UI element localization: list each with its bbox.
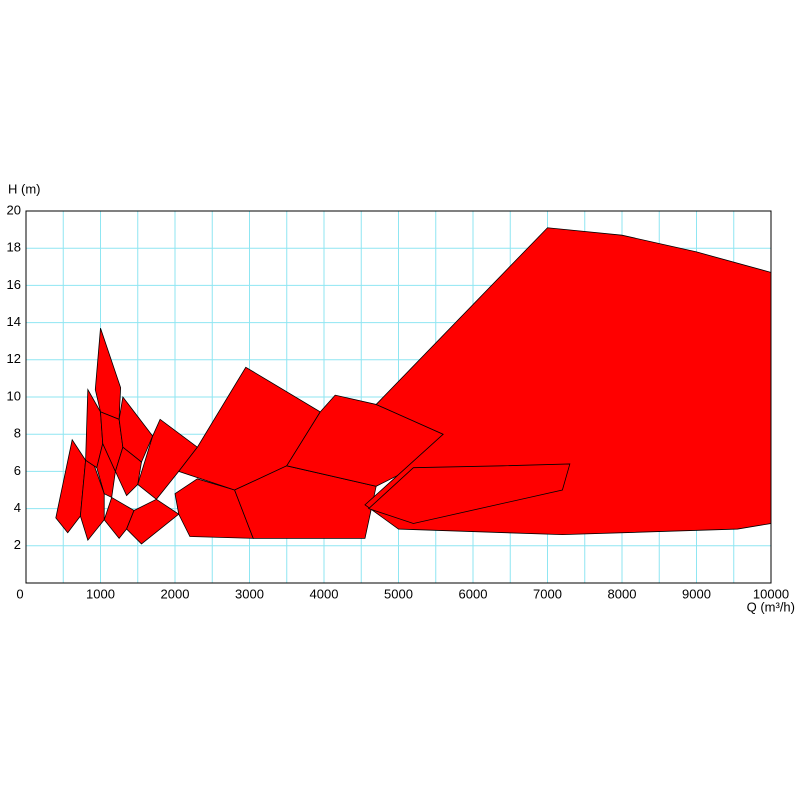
- y-tick-label: 12: [7, 351, 21, 366]
- coverage-region: [234, 465, 377, 539]
- coverage-region: [367, 463, 571, 524]
- y-tick-label: 2: [14, 537, 21, 552]
- y-axis-label: H (m): [8, 181, 41, 196]
- x-tick-label: 5000: [384, 586, 413, 601]
- coverage-region: [364, 227, 772, 536]
- y-tick-label: 10: [7, 388, 21, 403]
- y-tick-label: 6: [14, 463, 21, 478]
- coverage-region: [114, 446, 142, 497]
- x-tick-label: 8000: [608, 586, 637, 601]
- x-tick-label: 10000: [753, 586, 789, 601]
- y-tick-label: 18: [7, 240, 21, 255]
- x-tick-label: 0: [16, 586, 23, 601]
- y-tick-label: 20: [7, 202, 21, 217]
- coverage-region: [94, 328, 122, 420]
- plot-frame: [25, 210, 772, 584]
- coverage-region: [118, 396, 154, 463]
- x-axis-label: Q (m³/h): [747, 599, 795, 614]
- x-tick-label: 2000: [161, 586, 190, 601]
- x-tick-label: 7000: [533, 586, 562, 601]
- coverage-region: [126, 498, 180, 545]
- y-tick-label: 16: [7, 277, 21, 292]
- x-tick-label: 3000: [235, 586, 264, 601]
- x-tick-label: 9000: [682, 586, 711, 601]
- y-tick-label: 4: [14, 500, 21, 515]
- y-tick-label: 8: [14, 426, 21, 441]
- y-tick-label: 14: [7, 314, 21, 329]
- x-tick-label: 1000: [86, 586, 115, 601]
- coverage-region: [96, 442, 116, 499]
- x-tick-label: 6000: [459, 586, 488, 601]
- x-tick-label: 4000: [310, 586, 339, 601]
